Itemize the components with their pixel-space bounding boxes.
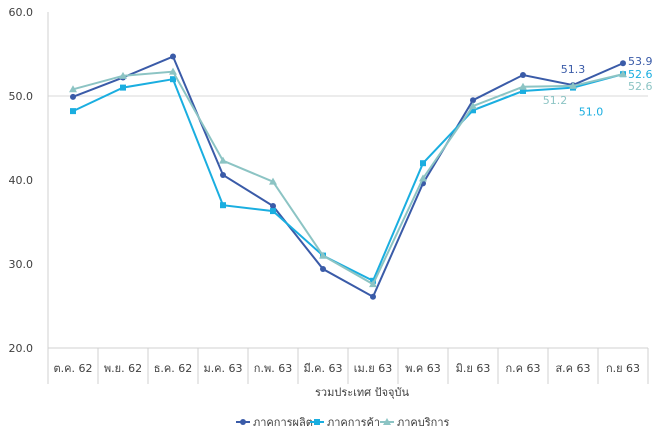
series-point [470, 107, 476, 114]
series-point [520, 72, 526, 78]
series-point [569, 81, 577, 89]
series-point [319, 251, 327, 259]
series-line [72, 70, 624, 286]
series-point [270, 208, 276, 215]
legend-label: ภาคการผลิต [253, 416, 313, 429]
legend: ภาคการผลิต ภาคการค้า ภาคบริการ [236, 416, 450, 429]
data-label: 51.0 [579, 106, 604, 119]
x-tick-label: เม.ย 63 [354, 362, 392, 375]
series-point [519, 82, 527, 90]
series-point [369, 280, 377, 288]
legend-marker [314, 419, 320, 425]
series-point [270, 203, 276, 210]
x-tick-label: ก.พ. 63 [254, 362, 292, 375]
x-tick-label: ก.ย 63 [606, 362, 640, 375]
legend-entry: ภาคการผลิต [236, 416, 313, 429]
legend-marker [240, 419, 246, 425]
legend-label: ภาคการค้า [327, 416, 380, 429]
data-label: 52.6 [628, 80, 653, 93]
data-label: 53.9 [628, 55, 653, 68]
y-tick-label: 60.0 [9, 6, 34, 19]
y-tick-label: 50.0 [9, 90, 34, 103]
series-point [320, 266, 326, 273]
series-point [469, 102, 477, 110]
data-label: 51.2 [543, 94, 568, 107]
series-point [220, 171, 226, 178]
series-point [520, 87, 526, 94]
series-point [170, 53, 176, 60]
x-tick-label: พ.ย. 62 [104, 362, 142, 375]
x-tick-label: พ.ค 63 [405, 362, 441, 375]
series-line [72, 73, 624, 283]
series-point [69, 85, 77, 93]
legend-label: ภาคบริการ [397, 416, 450, 429]
x-tick-label: ก.ค 63 [505, 362, 540, 375]
axis-layer: 20.0 30.0 40.0 50.0 60.0 ต.ค. 62 พ.ย. 62 ธ.ค. 6… [9, 6, 649, 384]
x-tick-label: มี.ค. 63 [303, 362, 342, 375]
x-tick-label: ธ.ค. 62 [154, 362, 193, 375]
series-point [169, 67, 177, 75]
series-point [419, 174, 427, 182]
data-label: 52.6 [628, 68, 653, 81]
x-tick-label: ม.ค. 63 [203, 362, 242, 375]
x-axis-title: รวมประเทศ ปัจจุบัน [315, 386, 409, 399]
series-point [170, 76, 176, 83]
legend-marker [383, 418, 391, 425]
y-tick-label: 40.0 [9, 174, 34, 187]
series-point [619, 70, 627, 78]
legend-entry: ภาคการค้า [310, 416, 380, 429]
series-point [220, 202, 226, 209]
x-tick-label: มิ.ย 63 [456, 362, 491, 375]
data-label: 51.3 [561, 63, 586, 76]
series-point [620, 60, 626, 67]
data-label-layer: 51.3 53.9 51.0 52.6 51.2 52.6 [543, 55, 653, 118]
y-tick-label: 30.0 [9, 258, 34, 271]
series-point [370, 293, 376, 300]
series-point [70, 93, 76, 100]
series-point [119, 71, 127, 79]
series-point [420, 160, 426, 167]
series-line [72, 55, 624, 299]
y-tick-label: 20.0 [9, 342, 34, 355]
series-3 [69, 67, 627, 288]
series-point [70, 108, 76, 115]
series-point [219, 156, 227, 164]
x-tick-label: ต.ค. 62 [54, 362, 93, 375]
legend-entry: ภาคบริการ [380, 416, 450, 429]
series-point [269, 177, 277, 185]
series-point [470, 97, 476, 104]
series-point [120, 84, 126, 91]
x-tick-label: ส.ค 63 [555, 362, 590, 375]
series-layer [69, 53, 627, 300]
